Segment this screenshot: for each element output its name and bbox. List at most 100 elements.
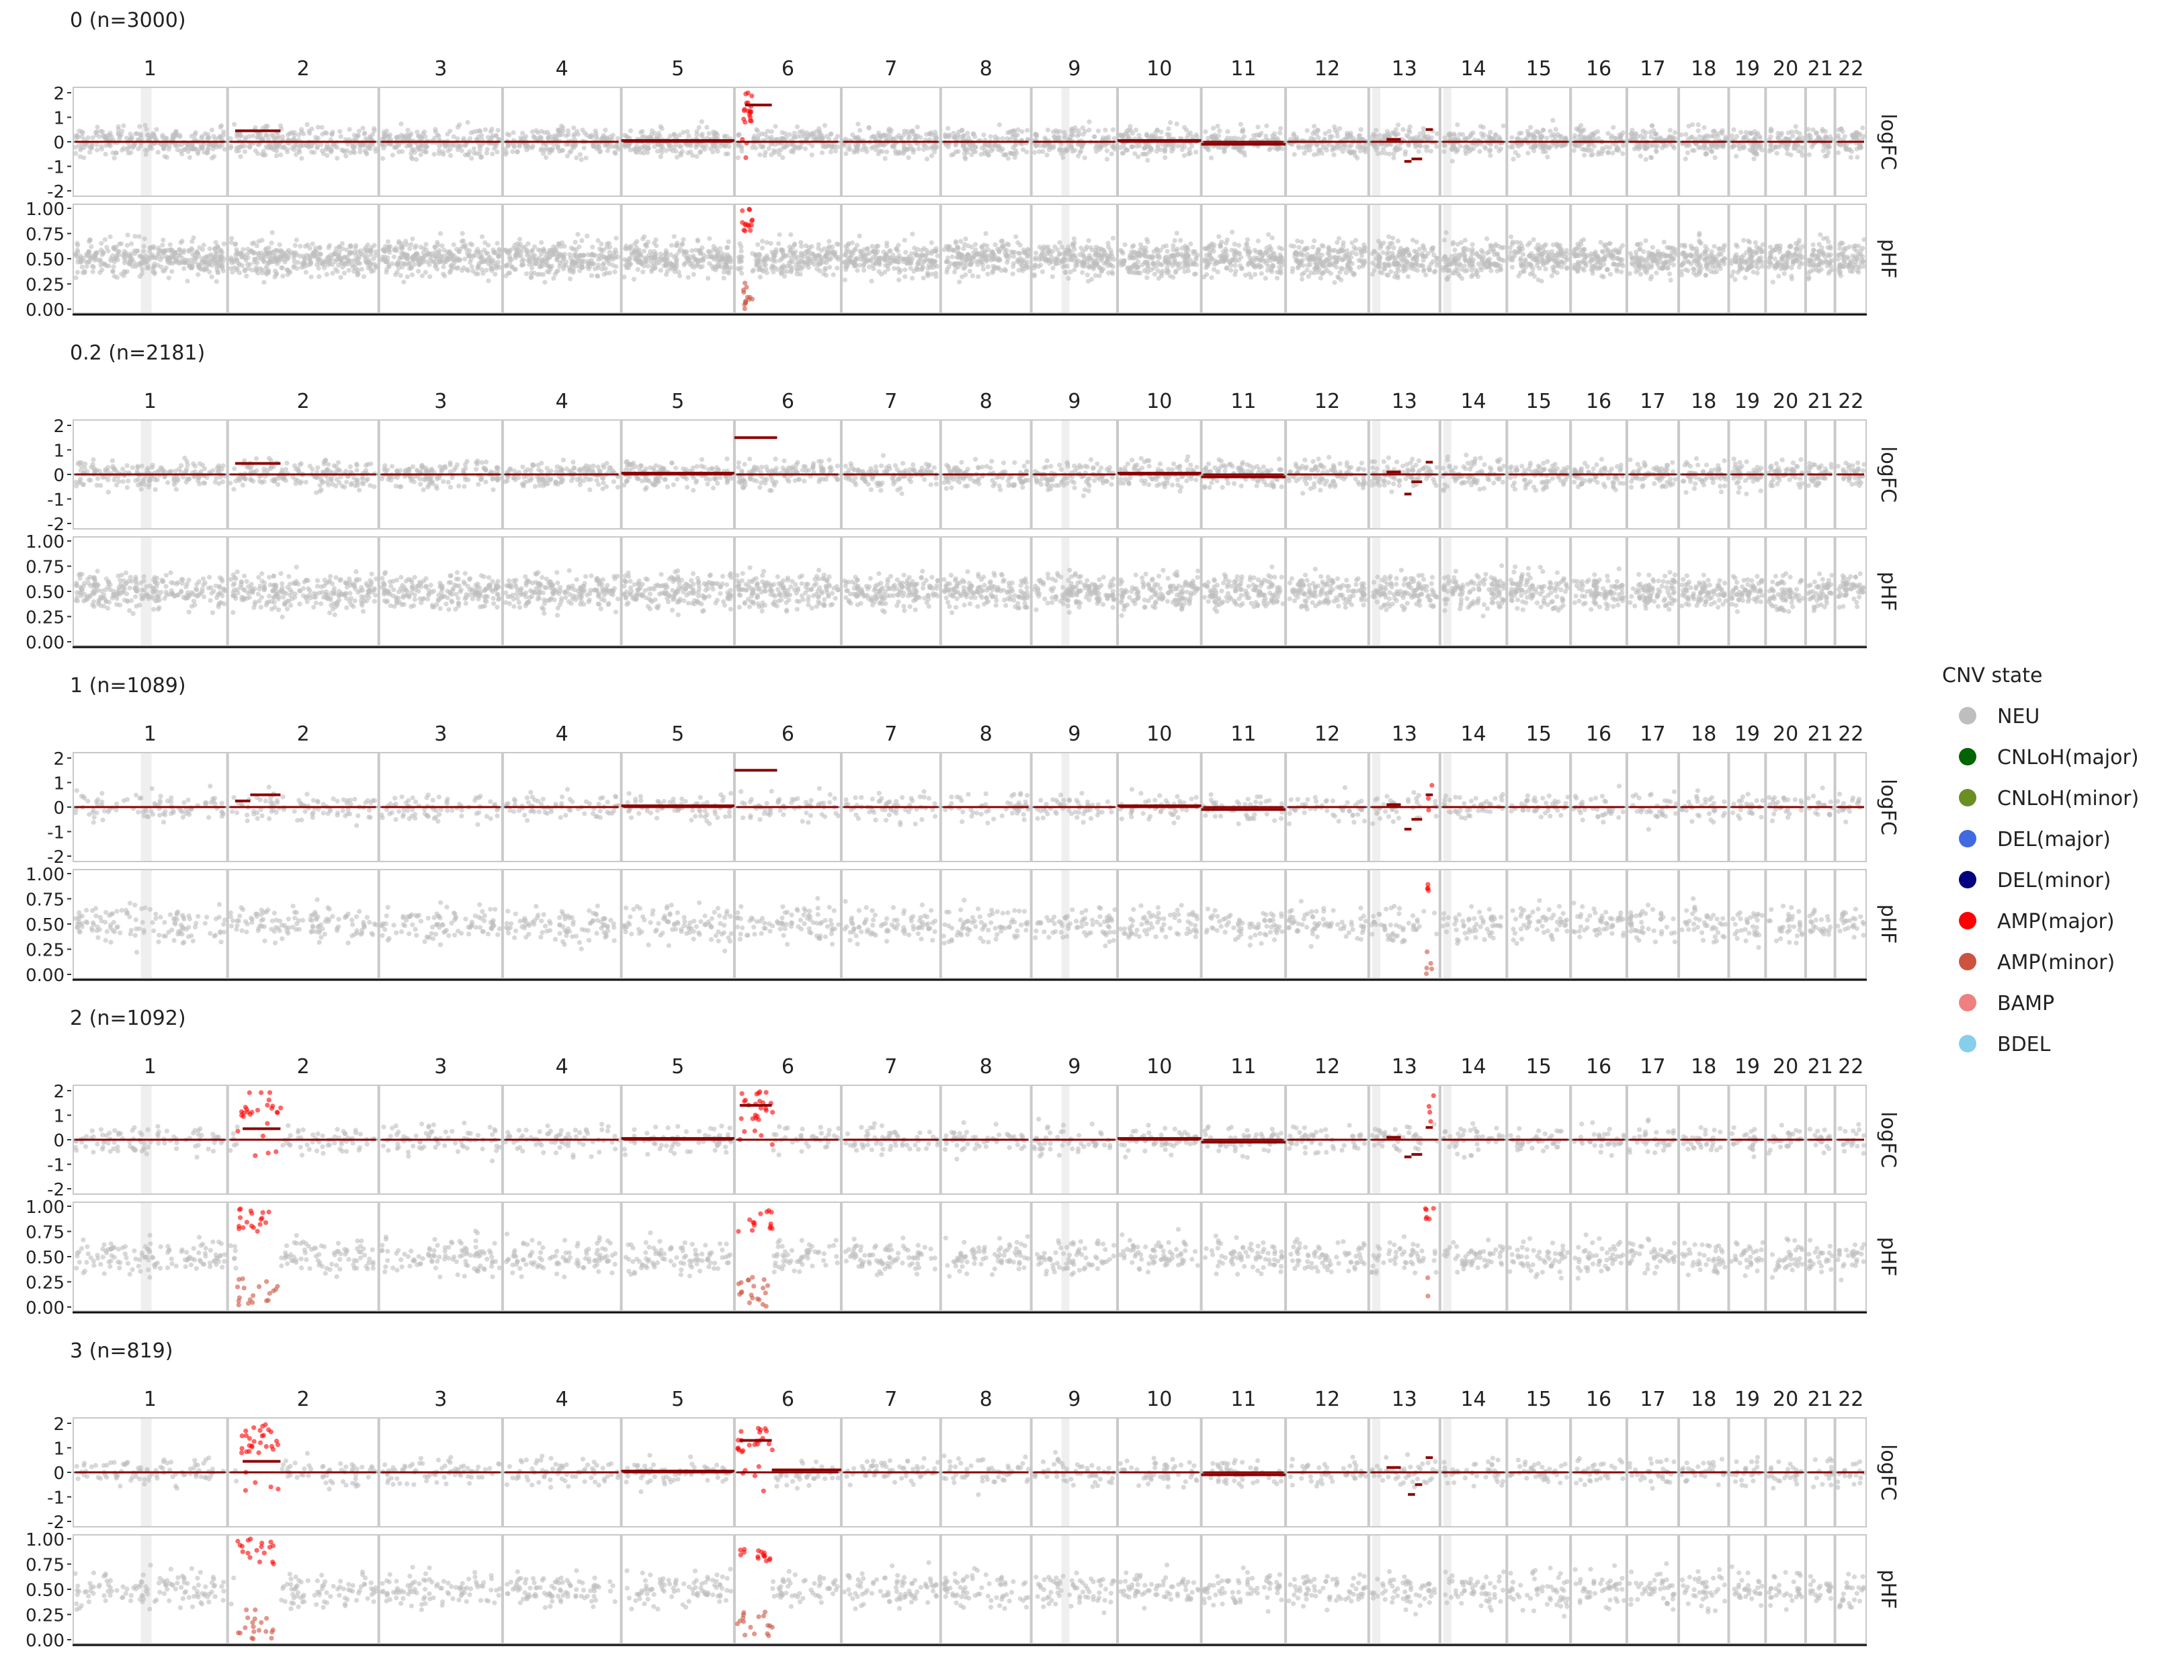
- logfc-point: [1167, 132, 1171, 137]
- phf-point: [857, 234, 862, 239]
- logfc-point: [820, 151, 825, 155]
- chrom-block-10: [1118, 87, 1200, 313]
- phf-point: [801, 264, 806, 269]
- phf-point: [719, 257, 724, 261]
- logfc-point: [530, 130, 535, 134]
- logfc-point: [670, 149, 675, 153]
- phf-point: [256, 251, 261, 255]
- phf-point: [1148, 267, 1153, 272]
- phf-point: [659, 251, 663, 256]
- phf-point: [392, 255, 396, 259]
- phf-point: [696, 239, 700, 243]
- phf-point: [526, 241, 530, 246]
- logfc-point: [1169, 149, 1174, 154]
- logfc-point: [829, 149, 833, 154]
- phf-point: [362, 247, 367, 252]
- logfc-point: [1015, 132, 1019, 137]
- phf-point: [286, 248, 291, 253]
- phf-point: [222, 241, 226, 246]
- logfc-tick-label: 0: [53, 133, 65, 153]
- phf-point: [342, 271, 347, 276]
- phf-point: [642, 234, 646, 239]
- logfc-point: [394, 135, 398, 140]
- logfc-point: [126, 145, 130, 150]
- logfc-point: [304, 143, 308, 148]
- logfc-point: [81, 130, 85, 135]
- phf-point: [1072, 241, 1077, 245]
- phf-point: [975, 251, 980, 255]
- phf-point: [261, 256, 265, 261]
- phf-point: [427, 251, 431, 255]
- logfc-point: [713, 142, 718, 147]
- phf-point: [1040, 269, 1045, 274]
- logfc-point: [1277, 130, 1282, 135]
- logfc-point: [634, 144, 639, 149]
- logfc-point: [591, 143, 595, 148]
- phf-point: [1191, 251, 1196, 255]
- logfc-point: [1211, 134, 1216, 138]
- logfc-point: [265, 146, 270, 151]
- phf-point: [870, 244, 874, 249]
- phf-point: [835, 265, 839, 270]
- phf-point: [757, 253, 762, 257]
- phf-point: [590, 245, 595, 249]
- phf-point: [1150, 261, 1155, 265]
- phf-point: [963, 237, 968, 241]
- phf-point: [741, 288, 746, 292]
- phf-point: [607, 254, 612, 259]
- logfc-point: [1331, 153, 1336, 157]
- phf-point: [989, 257, 994, 262]
- chrom-block-6: [735, 87, 841, 313]
- phf-point: [130, 257, 134, 261]
- logfc-point: [117, 136, 122, 141]
- logfc-point: [1189, 143, 1194, 148]
- phf-point: [280, 274, 285, 278]
- logfc-point: [894, 151, 898, 156]
- phf-point: [652, 249, 657, 254]
- phf-point: [506, 249, 511, 253]
- logfc-point: [694, 132, 699, 137]
- phf-point: [127, 261, 132, 266]
- phf-point: [530, 248, 535, 253]
- logfc-point: [411, 147, 416, 152]
- phf-point: [1055, 247, 1060, 252]
- logfc-point: [597, 150, 602, 155]
- logfc-point: [906, 155, 911, 160]
- phf-point: [544, 261, 549, 265]
- phf-point: [259, 238, 264, 243]
- logfc-point: [95, 148, 99, 153]
- logfc-point: [539, 136, 544, 140]
- phf-point: [439, 259, 444, 263]
- phf-point: [921, 276, 926, 280]
- logfc-point: [649, 132, 654, 137]
- phf-point: [1100, 256, 1105, 261]
- phf-point: [958, 239, 963, 243]
- chrom-label: 2: [297, 57, 310, 81]
- phf-point: [1236, 251, 1241, 256]
- phf-point: [245, 247, 250, 251]
- phf-point: [1066, 276, 1070, 281]
- phf-point: [207, 247, 212, 251]
- phf-point: [1015, 241, 1020, 245]
- phf-point: [827, 265, 832, 269]
- phf-point: [454, 247, 459, 251]
- logfc-point: [573, 142, 577, 147]
- phf-point: [479, 260, 484, 265]
- phf-point: [898, 268, 902, 273]
- phf-point: [369, 261, 374, 266]
- logfc-point: [878, 134, 883, 138]
- chrom-label: 22: [1838, 57, 1863, 81]
- phf-point: [452, 243, 456, 247]
- logfc-point: [892, 144, 896, 149]
- phf-point: [831, 272, 836, 277]
- phf-point: [776, 241, 781, 246]
- phf-point: [417, 262, 421, 267]
- phf-point: [562, 244, 566, 249]
- logfc-point: [1335, 134, 1340, 138]
- phf-point: [1111, 236, 1116, 241]
- chrom-label: 11: [1230, 57, 1256, 81]
- logfc-point: [1032, 150, 1037, 155]
- logfc-point: [1347, 150, 1352, 155]
- phf-point: [1079, 245, 1083, 250]
- phf-point: [1295, 239, 1300, 243]
